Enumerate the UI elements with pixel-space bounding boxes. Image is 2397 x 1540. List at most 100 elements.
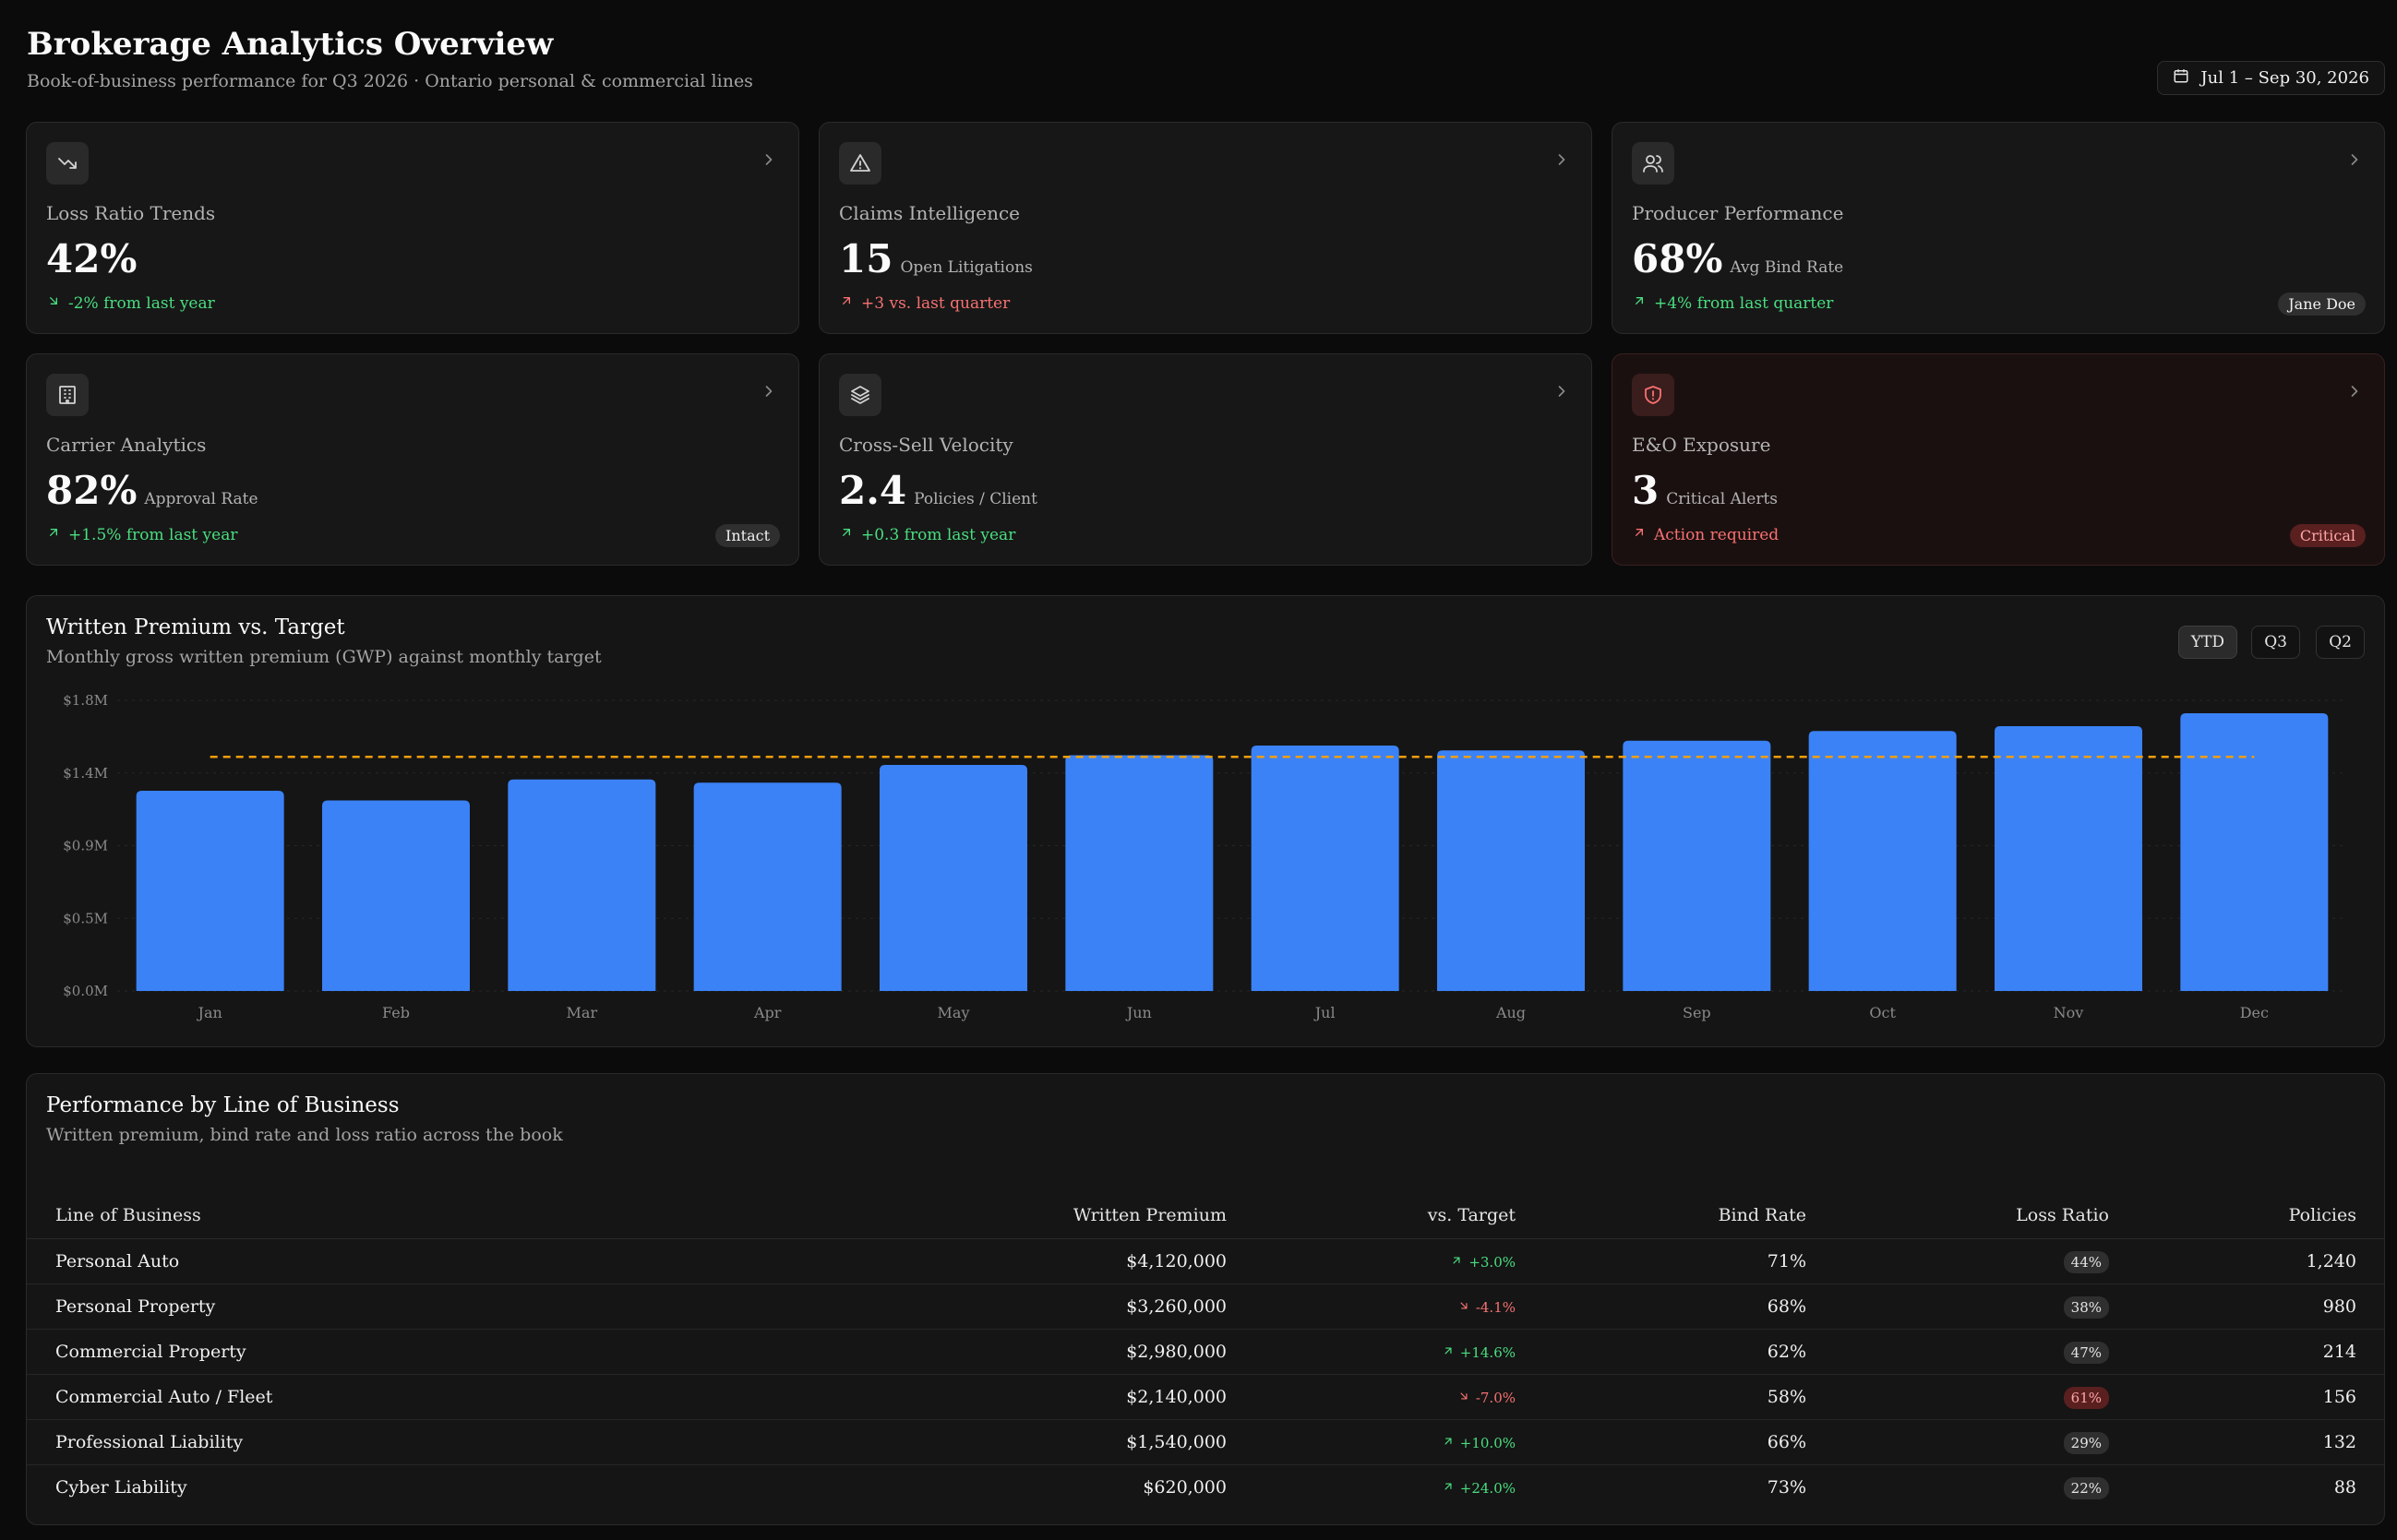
kpi-value: 82% xyxy=(46,468,138,513)
y-tick-label: $0.9M xyxy=(63,838,108,854)
kpi-card-producer-performance[interactable]: Producer Performance 68% Avg Bind Rate +… xyxy=(1612,122,2385,334)
kpi-card-cross-sell-velocity[interactable]: Cross-Sell Velocity 2.4 Policies / Clien… xyxy=(819,353,1592,566)
kpi-card-claims-intelligence[interactable]: Claims Intelligence 15 Open Litigations … xyxy=(819,122,1592,334)
kpi-unit: Policies / Client xyxy=(914,490,1037,508)
chevron-right-icon[interactable] xyxy=(2345,382,2364,404)
date-range-button[interactable]: Jul 1 – Sep 30, 2026 xyxy=(2157,61,2385,95)
table-row[interactable]: Personal Auto $4,120,000 +3.0% 71% 44% 1… xyxy=(27,1238,2384,1284)
col-vs-target[interactable]: vs. Target xyxy=(1227,1193,1516,1239)
kpi-trend: +0.3 from last year xyxy=(861,525,1016,544)
bar-apr[interactable] xyxy=(693,782,842,991)
x-tick-label: Jul xyxy=(1313,1004,1336,1021)
kpi-card-loss-ratio-trends[interactable]: Loss Ratio Trends 42% -2% from last year xyxy=(26,122,799,334)
kpi-value: 15 xyxy=(839,236,893,281)
cell-delta: +10.0% xyxy=(1459,1434,1516,1451)
written-premium-chart-card: $0.0M $0.5M $0.9M $1.4M $1.8M Jan Feb Mar Apr May… xyxy=(26,595,2385,1047)
loss-ratio-pill: 38% xyxy=(2063,1295,2109,1319)
bar-mar[interactable] xyxy=(508,779,656,991)
cell-lob: Cyber Liability xyxy=(55,1476,187,1498)
x-tick-label: Jan xyxy=(197,1004,222,1021)
cell-policies: 214 xyxy=(2109,1329,2384,1375)
calendar-icon xyxy=(2173,67,2189,89)
bar-oct[interactable] xyxy=(1808,731,1957,991)
table-row[interactable]: Personal Property $3,260,000 -4.1% 68% 3… xyxy=(27,1283,2384,1330)
bar-dec[interactable] xyxy=(2180,713,2329,991)
kpi-unit: Avg Bind Rate xyxy=(1730,258,1844,277)
kpi-card-e-o-exposure[interactable]: E&O Exposure 3 Critical Alerts Action re… xyxy=(1612,353,2385,566)
cell-bind-rate: 73% xyxy=(1767,1476,1806,1498)
lob-table: Line of Business Written Premium vs. Tar… xyxy=(27,1193,2384,1510)
building-icon xyxy=(46,374,89,416)
bar-nov[interactable] xyxy=(1995,726,2142,991)
table-row[interactable]: Commercial Auto / Fleet $2,140,000 -7.0%… xyxy=(27,1374,2384,1420)
loss-ratio-pill: 61% xyxy=(2063,1386,2109,1409)
chevron-right-icon[interactable] xyxy=(1552,150,1571,173)
alert-triangle-icon xyxy=(839,142,881,185)
y-tick-label: $0.0M xyxy=(63,983,108,999)
range-q2-button[interactable]: Q2 xyxy=(2316,626,2365,659)
chart-title: Written Premium vs. Target xyxy=(46,615,345,639)
table-row[interactable]: Cyber Liability $620,000 +24.0% 73% 22% … xyxy=(27,1464,2384,1510)
kpi-value: 68% xyxy=(1632,236,1723,281)
arrow-up-right-icon xyxy=(1632,525,1647,544)
bar-jul[interactable] xyxy=(1251,746,1399,991)
cell-bind-rate: 66% xyxy=(1516,1419,1806,1465)
arrow-up-right-icon xyxy=(839,525,854,544)
chevron-right-icon[interactable] xyxy=(2345,150,2364,173)
loss-ratio-pill: 29% xyxy=(2063,1431,2109,1454)
range-q3-button[interactable]: Q3 xyxy=(2251,626,2300,659)
chevron-right-icon[interactable] xyxy=(760,382,778,404)
kpi-badge: Jane Doe xyxy=(2278,292,2366,316)
bar-aug[interactable] xyxy=(1437,750,1585,991)
table-title: Performance by Line of Business xyxy=(46,1093,400,1117)
trending-down-icon xyxy=(46,142,89,185)
chevron-right-icon[interactable] xyxy=(760,150,778,173)
kpi-label: Loss Ratio Trends xyxy=(46,202,216,224)
bar-feb[interactable] xyxy=(322,800,470,992)
table-row[interactable]: Professional Liability $1,540,000 +10.0%… xyxy=(27,1419,2384,1465)
arrow-up-right-icon xyxy=(839,293,854,313)
cell-lob: Professional Liability xyxy=(27,1419,784,1465)
arrow-up-right-icon xyxy=(1450,1254,1463,1271)
col-premium[interactable]: Written Premium xyxy=(784,1193,1227,1239)
cell-policies: 1,240 xyxy=(2109,1238,2384,1284)
table-row[interactable]: Commercial Property $2,980,000 +14.6% 62… xyxy=(27,1329,2384,1375)
bar-sep[interactable] xyxy=(1623,740,1771,991)
cell-lob: Personal Property xyxy=(27,1283,784,1330)
bar-jun[interactable] xyxy=(1065,755,1214,992)
kpi-value: 42% xyxy=(46,236,138,281)
kpi-badge: Critical xyxy=(2289,524,2366,547)
lob-performance-card: Performance by Line of Business Written … xyxy=(26,1073,2385,1525)
loss-ratio-pill: 22% xyxy=(2063,1476,2109,1499)
bar-may[interactable] xyxy=(880,765,1027,991)
kpi-card-carrier-analytics[interactable]: Carrier Analytics 82% Approval Rate +1.5… xyxy=(26,353,799,566)
x-tick-label: Oct xyxy=(1869,1004,1896,1021)
cell-policies: 88 xyxy=(2333,1476,2356,1498)
cell-bind-rate: 71% xyxy=(1516,1238,1806,1284)
chevron-right-icon[interactable] xyxy=(1552,382,1571,404)
x-tick-label: May xyxy=(938,1004,970,1021)
arrow-down-right-icon xyxy=(46,293,61,313)
col-loss-ratio[interactable]: Loss Ratio xyxy=(1806,1193,2109,1239)
arrow-up-right-icon xyxy=(1442,1435,1455,1451)
layers-icon xyxy=(839,374,881,416)
range-ytd-button[interactable]: YTD xyxy=(2177,626,2237,659)
loss-ratio-pill: 47% xyxy=(2063,1341,2109,1364)
loss-ratio-pill: 44% xyxy=(2063,1250,2109,1273)
arrow-up-right-icon xyxy=(1442,1344,1455,1361)
kpi-trend: +4% from last quarter xyxy=(1654,293,1834,313)
kpi-label: Carrier Analytics xyxy=(46,434,207,456)
kpi-trend: +3 vs. last quarter xyxy=(861,293,1011,313)
cell-policies: 980 xyxy=(2109,1283,2384,1330)
col-lob[interactable]: Line of Business xyxy=(27,1193,784,1239)
col-bind-rate[interactable]: Bind Rate xyxy=(1516,1193,1806,1239)
shield-alert-icon xyxy=(1632,374,1674,416)
cell-bind-rate: 68% xyxy=(1516,1283,1806,1330)
arrow-up-right-icon xyxy=(1442,1480,1455,1497)
cell-delta: +3.0% xyxy=(1468,1253,1516,1271)
kpi-label: Cross-Sell Velocity xyxy=(839,434,1013,456)
bar-jan[interactable] xyxy=(136,791,284,991)
col-policies[interactable]: Policies xyxy=(2109,1193,2384,1239)
arrow-down-right-icon xyxy=(1457,1390,1470,1406)
kpi-label: E&O Exposure xyxy=(1632,434,1771,456)
